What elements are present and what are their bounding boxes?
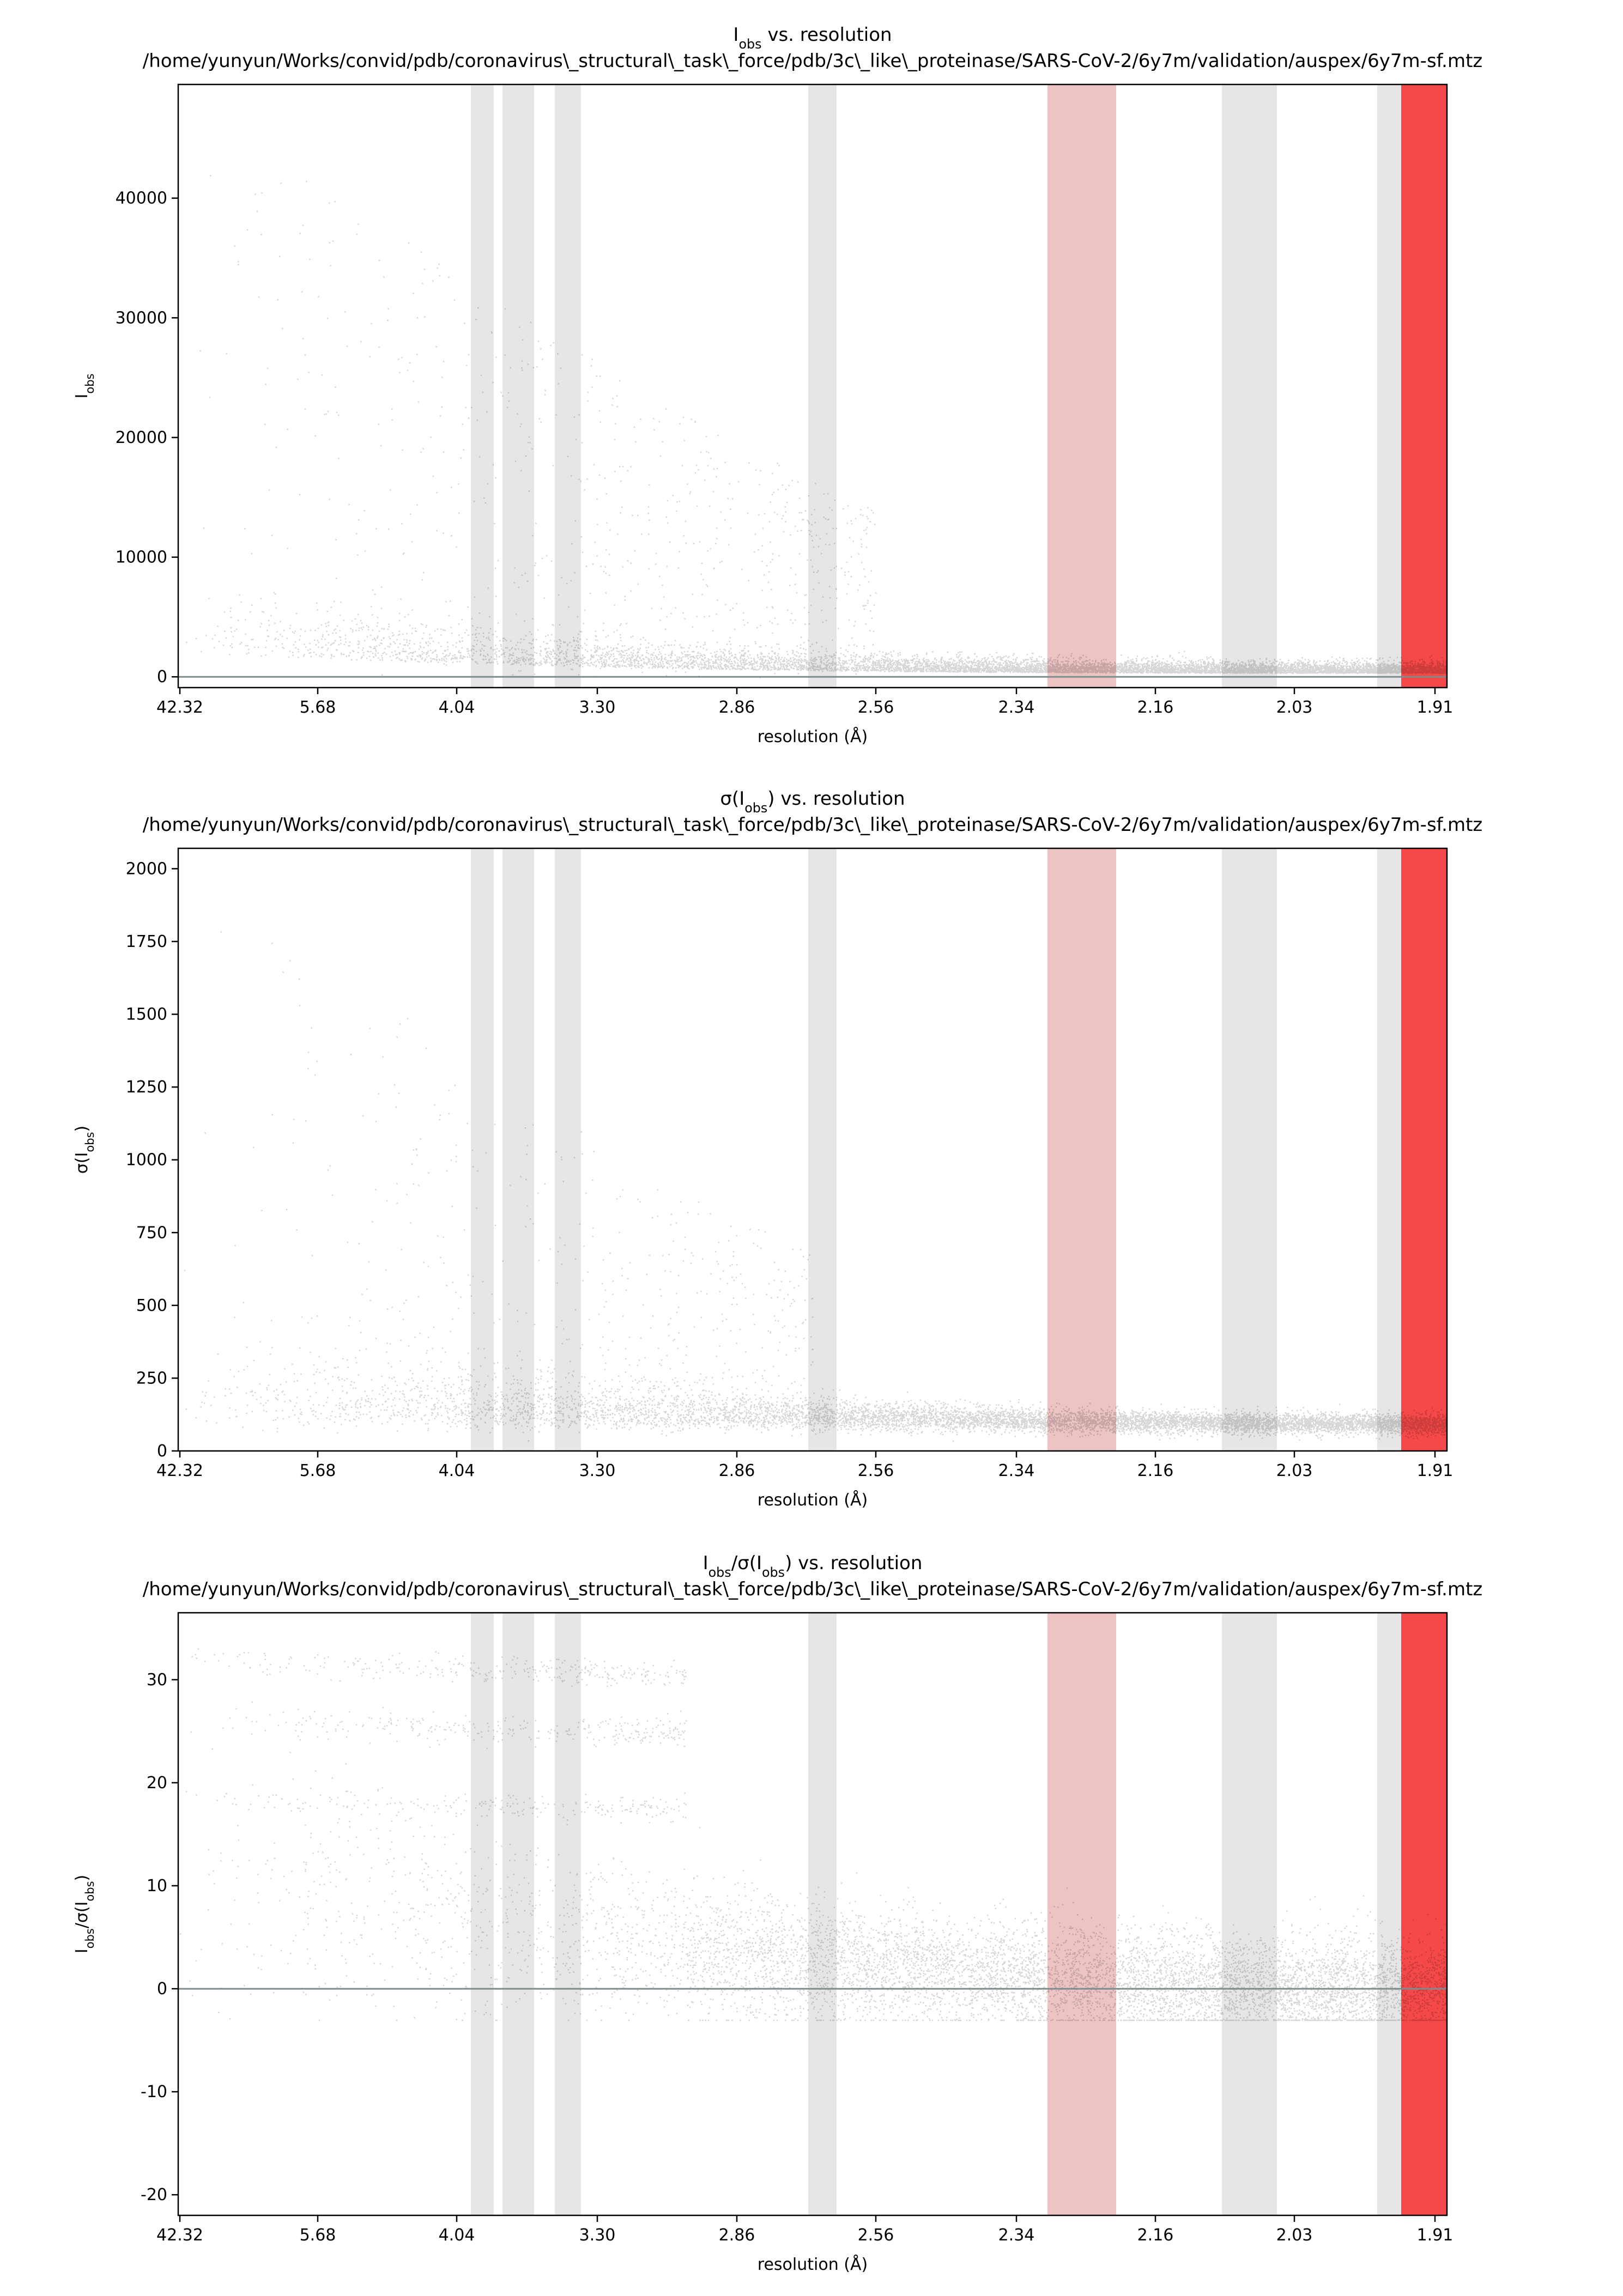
- y-axis-label: Iobs/σ(Iobs): [72, 1875, 96, 1954]
- y-tick-label: -20: [141, 2185, 167, 2204]
- x-tick-label: 2.86: [719, 698, 755, 717]
- high-res-flag-band-8: [1401, 84, 1447, 688]
- ice-ring-flagged-band-5: [1047, 848, 1116, 1451]
- x-tick-label: 5.68: [300, 1461, 336, 1480]
- chart-panel-2: 42.32 5.68 4.04 3.30 2.86 2.56 2.34 2.16 2.03 1.9…: [72, 788, 1482, 1510]
- y-tick-label: 30: [147, 1671, 167, 1690]
- x-tick-label: 1.91: [1417, 1461, 1454, 1480]
- x-tick-label: 2.16: [1137, 1461, 1174, 1480]
- ice-ring-band-6: [1222, 1613, 1277, 2215]
- y-axis-label: σ(Iobs): [72, 1126, 96, 1174]
- x-tick-label: 4.04: [439, 1461, 475, 1480]
- y-tick-label: 0: [157, 1979, 167, 1999]
- chart-title: Iobs vs. resolution: [733, 24, 892, 52]
- x-tick-label: 1.91: [1417, 2226, 1454, 2245]
- y-tick-label: 750: [136, 1223, 167, 1242]
- ice-ring-band-2: [502, 84, 534, 688]
- y-tick-label: 20000: [116, 428, 167, 447]
- ice-ring-band-2: [502, 848, 534, 1451]
- y-tick-label: 40000: [116, 189, 167, 208]
- x-tick-label: 4.04: [439, 698, 475, 717]
- x-tick-label: 2.03: [1276, 2226, 1313, 2245]
- y-tick-label: 10000: [116, 548, 167, 567]
- chart-title: Iobs/σ(Iobs) vs. resolution: [703, 1552, 923, 1580]
- ice-ring-band-6: [1222, 848, 1277, 1451]
- resolution-bands: [471, 848, 1447, 1451]
- ice-ring-band-3: [555, 848, 581, 1451]
- x-tick-label: 3.30: [579, 1461, 616, 1480]
- ice-ring-band-1: [471, 84, 494, 688]
- x-tick-label: 5.68: [300, 2226, 336, 2245]
- ice-ring-band-1: [471, 848, 494, 1451]
- chart-panel-1: 42.32 5.68 4.04 3.30 2.86 2.56 2.34 2.16 2.03 1.9…: [72, 24, 1482, 746]
- ice-ring-band-2: [502, 1613, 534, 2215]
- chart-file-path: /home/yunyun/Works/convid/pdb/coronaviru…: [143, 1578, 1483, 1600]
- high-res-flag-band-8: [1401, 1613, 1447, 2215]
- resolution-bands: [471, 84, 1447, 688]
- ice-ring-band-4: [808, 84, 837, 688]
- x-tick-label: 2.34: [998, 698, 1035, 717]
- x-tick-label: 2.34: [998, 1461, 1035, 1480]
- x-axis-label: resolution (Å): [758, 727, 868, 746]
- chart-panel-3: 42.32 5.68 4.04 3.30 2.86 2.56 2.34 2.16 2.03 1.9…: [72, 1552, 1482, 2274]
- x-tick-label: 2.56: [858, 698, 894, 717]
- x-tick-label: 2.86: [719, 2226, 755, 2245]
- chart-file-path: /home/yunyun/Works/convid/pdb/coronaviru…: [143, 814, 1483, 836]
- x-tick-label: 2.34: [998, 2226, 1035, 2245]
- y-tick-label: 30000: [116, 308, 167, 327]
- x-tick-label: 2.03: [1276, 1461, 1313, 1480]
- ice-ring-band-7: [1377, 84, 1401, 688]
- y-tick-label: 500: [136, 1296, 167, 1315]
- y-tick-label: 1000: [126, 1151, 167, 1170]
- ice-ring-flagged-band-5: [1047, 84, 1116, 688]
- chart-file-path: /home/yunyun/Works/convid/pdb/coronaviru…: [143, 50, 1483, 72]
- y-axis-label: Iobs: [72, 374, 96, 399]
- x-tick-label: 42.32: [156, 698, 203, 717]
- ice-ring-band-4: [808, 1613, 837, 2215]
- x-tick-label: 42.32: [156, 1461, 203, 1480]
- x-tick-label: 2.86: [719, 1461, 755, 1480]
- y-tick-label: 1250: [126, 1078, 167, 1097]
- x-tick-label: 3.30: [579, 2226, 616, 2245]
- y-tick-label: 10: [147, 1876, 167, 1896]
- ice-ring-band-7: [1377, 1613, 1401, 2215]
- ice-ring-band-4: [808, 848, 837, 1451]
- x-axis-label: resolution (Å): [758, 1490, 868, 1510]
- y-tick-label: 2000: [126, 859, 167, 878]
- y-tick-label: 20: [147, 1773, 167, 1793]
- axes-frame: [177, 83, 1448, 689]
- scatter-points: [180, 1648, 1447, 2021]
- ice-ring-band-3: [555, 84, 581, 688]
- x-tick-label: 5.68: [300, 698, 336, 717]
- x-tick-label: 2.56: [858, 1461, 894, 1480]
- ice-ring-band-7: [1377, 848, 1401, 1451]
- high-res-flag-band-8: [1401, 848, 1447, 1451]
- axes-frame: [177, 847, 1448, 1452]
- chart-title: σ(Iobs) vs. resolution: [720, 788, 905, 816]
- y-tick-label: 250: [136, 1369, 167, 1388]
- x-tick-label: 42.32: [156, 2226, 203, 2245]
- y-tick-label: 0: [157, 1442, 167, 1461]
- x-axis-label: resolution (Å): [758, 2255, 868, 2274]
- y-tick-label: 1750: [126, 932, 167, 951]
- y-tick-label: -10: [141, 2082, 167, 2101]
- x-tick-label: 2.03: [1276, 698, 1313, 717]
- x-tick-label: 4.04: [439, 2226, 475, 2245]
- x-tick-label: 3.30: [579, 698, 616, 717]
- x-tick-label: 2.56: [858, 2226, 894, 2245]
- resolution-bands: [471, 1613, 1447, 2215]
- x-tick-label: 2.16: [1137, 2226, 1174, 2245]
- x-tick-label: 1.91: [1417, 698, 1454, 717]
- axes-frame: [177, 1612, 1448, 2216]
- y-tick-label: 0: [157, 667, 167, 687]
- ice-ring-flagged-band-5: [1047, 1613, 1116, 2215]
- y-tick-label: 1500: [126, 1005, 167, 1024]
- x-tick-label: 2.16: [1137, 698, 1174, 717]
- ice-ring-band-1: [471, 1613, 494, 2215]
- ice-ring-band-6: [1222, 84, 1277, 688]
- ice-ring-band-3: [555, 1613, 581, 2215]
